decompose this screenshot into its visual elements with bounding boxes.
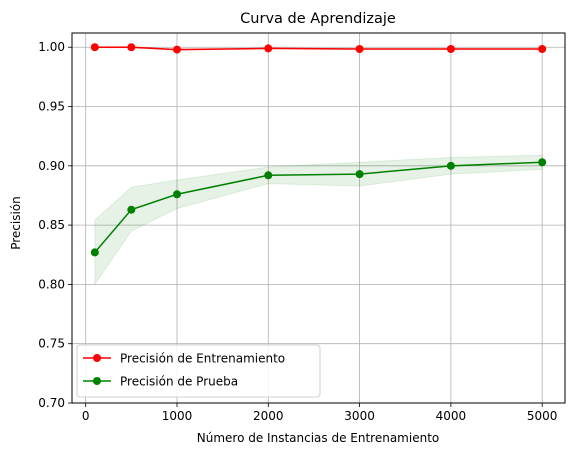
line-layer bbox=[90, 43, 547, 257]
data-point-1 bbox=[355, 45, 364, 54]
legend-label: Precisión de Prueba bbox=[120, 375, 238, 389]
y-axis-label: Precisión bbox=[9, 196, 23, 250]
y-tick-label: 0.90 bbox=[38, 159, 65, 173]
data-point-2 bbox=[127, 205, 136, 214]
data-point-1 bbox=[90, 43, 99, 52]
data-point-2 bbox=[355, 170, 364, 179]
x-tick-label: 2000 bbox=[253, 409, 284, 423]
data-point-2 bbox=[90, 248, 99, 257]
data-point-1 bbox=[538, 45, 547, 54]
tick-layer: 0 1000 2000 3000 4000 5000 0.70 0.75 0.80 0.85 0.9… bbox=[38, 40, 557, 423]
data-point-2 bbox=[172, 190, 181, 199]
legend-swatch-marker bbox=[93, 354, 101, 362]
x-tick-label: 3000 bbox=[344, 409, 375, 423]
data-point-1 bbox=[264, 44, 273, 53]
data-point-2 bbox=[538, 158, 547, 167]
x-tick-label: 1000 bbox=[162, 409, 193, 423]
data-point-1 bbox=[446, 45, 455, 54]
legend-label: Precisión de Entrenamiento bbox=[120, 352, 285, 366]
plot-frame bbox=[71, 32, 566, 404]
x-tick-label: 5000 bbox=[527, 409, 558, 423]
y-tick-label: 0.70 bbox=[38, 396, 65, 410]
y-tick-label: 1.00 bbox=[38, 40, 65, 54]
y-tick-label: 0.85 bbox=[38, 218, 65, 232]
y-tick-label: 0.95 bbox=[38, 100, 65, 114]
x-tick-label: 4000 bbox=[436, 409, 467, 423]
data-point-2 bbox=[446, 161, 455, 170]
legend: Precisión de Entrenamiento Precisión de P… bbox=[76, 344, 321, 398]
x-axis-label: Número de Instancias de Entrenamiento bbox=[197, 431, 439, 445]
legend-swatch-marker bbox=[93, 377, 101, 385]
data-point-1 bbox=[172, 45, 181, 54]
data-point-2 bbox=[264, 171, 273, 180]
y-tick-label: 0.75 bbox=[38, 337, 65, 351]
chart-title: Curva de Aprendizaje bbox=[240, 11, 396, 27]
x-tick-label: 0 bbox=[82, 409, 90, 423]
grid-layer bbox=[72, 33, 565, 404]
data-point-1 bbox=[127, 43, 136, 52]
legend-box bbox=[76, 344, 321, 398]
y-tick-label: 0.80 bbox=[38, 277, 65, 291]
